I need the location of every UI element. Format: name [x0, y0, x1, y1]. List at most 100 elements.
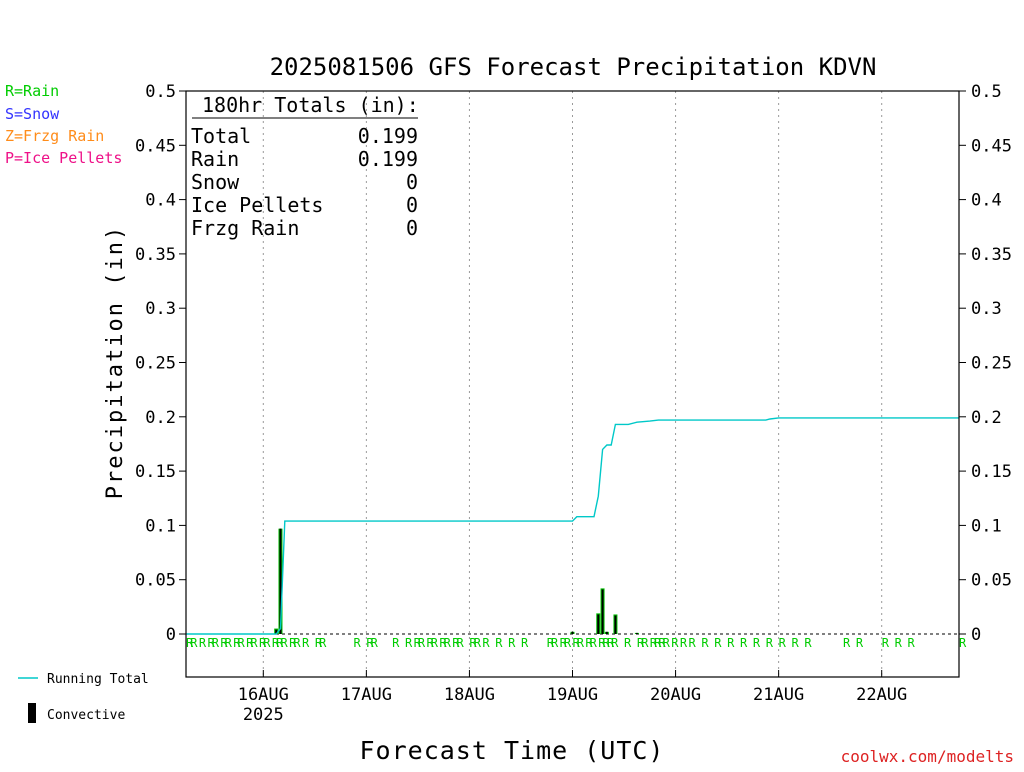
precip-type-mark: R — [207, 636, 215, 650]
x-tick-label: 22AUG — [856, 685, 907, 705]
series-legend: Running Total Convective — [18, 672, 149, 723]
precip-type-mark: R — [418, 636, 426, 650]
x-tick-label: 18AUG — [444, 685, 495, 705]
precip-type-mark: R — [444, 636, 452, 650]
y-tick-label-left: 0.35 — [135, 245, 176, 265]
precip-type-mark: R — [740, 636, 748, 650]
precip-type-mark: R — [607, 636, 615, 650]
precip-type-mark: R — [882, 636, 890, 650]
type-legend: R=Rain S=Snow Z=Frzg Rain P=Ice Pellets — [5, 82, 122, 167]
totals-frzg-rain-value: 0 — [406, 216, 418, 240]
precip-type-mark: R — [414, 636, 422, 650]
precip-type-mark: R — [238, 636, 246, 650]
precip-type-mark: R — [220, 636, 228, 650]
precip-type-mark: R — [895, 636, 903, 650]
precip-type-mark: R — [302, 636, 310, 650]
precip-type-mark: R — [573, 636, 581, 650]
y-tick-label-right: 0 — [971, 625, 981, 645]
precip-type-mark: R — [856, 636, 864, 650]
precip-type-mark: R — [547, 636, 555, 650]
precip-type-mark: R — [272, 636, 280, 650]
precip-type-mark: R — [753, 636, 761, 650]
precip-bar-convective — [605, 631, 608, 634]
precip-type-mark: R — [315, 636, 323, 650]
precip-type-mark: R — [959, 636, 967, 650]
y-tick-label-right: 0.45 — [971, 136, 1012, 156]
precip-bar-convective — [275, 629, 278, 634]
totals-total-value: 0.199 — [358, 124, 418, 148]
running-total-legend-label: Running Total — [47, 672, 149, 687]
precip-type-mark: R — [353, 636, 361, 650]
precip-type-mark: R — [482, 636, 490, 650]
totals-ice-pellets-label: Ice Pellets — [191, 193, 323, 217]
totals-heading: 180hr Totals (in): — [202, 93, 419, 117]
precip-type-mark: R — [186, 636, 194, 650]
precip-bar-convective — [597, 614, 600, 634]
y-tick-label-left: 0.4 — [145, 191, 176, 211]
y-tick-label-right: 0.5 — [971, 82, 1002, 102]
precip-type-mark: R — [289, 636, 297, 650]
y-tick-label-left: 0.15 — [135, 462, 176, 482]
totals-ice-pellets-value: 0 — [406, 193, 418, 217]
precip-bar-convective — [614, 615, 617, 634]
precip-type-mark: R — [577, 636, 585, 650]
type-legend-frzg-rain: Z=Frzg Rain — [5, 127, 104, 145]
running-total-line-group — [186, 417, 959, 635]
y-tick-label-left: 0.3 — [145, 299, 176, 319]
precip-type-marks: RR R RR RR RR RR RR RRR RR R RR R RR R R RR RR RR RR RR R R R R… — [186, 636, 967, 650]
precip-type-mark: R — [225, 636, 233, 650]
x-tick-label: 19AUG — [547, 685, 598, 705]
precip-type-mark: R — [560, 636, 568, 650]
precip-type-mark: R — [564, 636, 572, 650]
precip-type-mark: R — [654, 636, 662, 650]
y-tick-label-right: 0.05 — [971, 571, 1012, 591]
totals-frzg-rain-label: Frzg Rain — [191, 216, 299, 240]
x-tick-label: 16AUG — [238, 685, 289, 705]
precip-type-mark: R — [650, 636, 658, 650]
precip-bar-convective — [571, 631, 574, 634]
precip-type-mark: R — [233, 636, 241, 650]
totals-rain-value: 0.199 — [358, 147, 418, 171]
precip-type-mark: R — [603, 636, 611, 650]
precip-type-mark: R — [508, 636, 516, 650]
x-tick-label: 20AUG — [650, 685, 701, 705]
y-tick-label-right: 0.2 — [971, 408, 1002, 428]
precip-type-mark: R — [551, 636, 559, 650]
precip-type-mark: R — [792, 636, 800, 650]
precip-type-mark: R — [246, 636, 254, 650]
precip-type-mark: R — [611, 636, 619, 650]
precip-type-mark: R — [199, 636, 207, 650]
y-axis-left: 0 0.05 0.1 0.15 0.2 0.25 0.3 0.35 0.4 0.45 0.5 — [135, 82, 186, 645]
precip-type-mark: R — [641, 636, 649, 650]
precip-type-mark: R — [426, 636, 434, 650]
precip-type-mark: R — [843, 636, 851, 650]
precip-type-mark: R — [319, 636, 327, 650]
totals-snow-label: Snow — [191, 170, 240, 194]
precip-type-mark: R — [680, 636, 688, 650]
y-tick-label-left: 0.5 — [145, 82, 176, 102]
precip-type-mark: R — [469, 636, 477, 650]
precip-type-mark: R — [457, 636, 465, 650]
type-legend-snow: S=Snow — [5, 105, 60, 123]
precip-type-mark: R — [293, 636, 301, 650]
precip-type-mark: R — [658, 636, 666, 650]
y-tick-label-left: 0.45 — [135, 136, 176, 156]
plot-frame — [185, 90, 960, 678]
y-tick-label-left: 0.1 — [145, 516, 176, 536]
x-axis-label: Forecast Time (UTC) — [360, 736, 665, 765]
y-tick-label-right: 0.25 — [971, 354, 1012, 374]
precip-type-mark: R — [598, 636, 606, 650]
totals-rain-label: Rain — [191, 147, 239, 171]
precip-type-mark: R — [804, 636, 812, 650]
x-tick-sublabel: 2025 — [243, 705, 284, 725]
precip-type-mark: R — [688, 636, 696, 650]
convective-legend-label: Convective — [47, 708, 125, 723]
precip-type-mark: R — [371, 636, 379, 650]
chart-title: 2025081506 GFS Forecast Precipitation KD… — [270, 53, 877, 81]
precip-bar-convective — [601, 589, 604, 634]
x-tick-label: 17AUG — [341, 685, 392, 705]
precip-type-mark: R — [779, 636, 787, 650]
totals-box: 180hr Totals (in): Total 0.199 Rain 0.19… — [191, 93, 419, 240]
y-axis-label: Precipitation (in) — [103, 225, 128, 499]
